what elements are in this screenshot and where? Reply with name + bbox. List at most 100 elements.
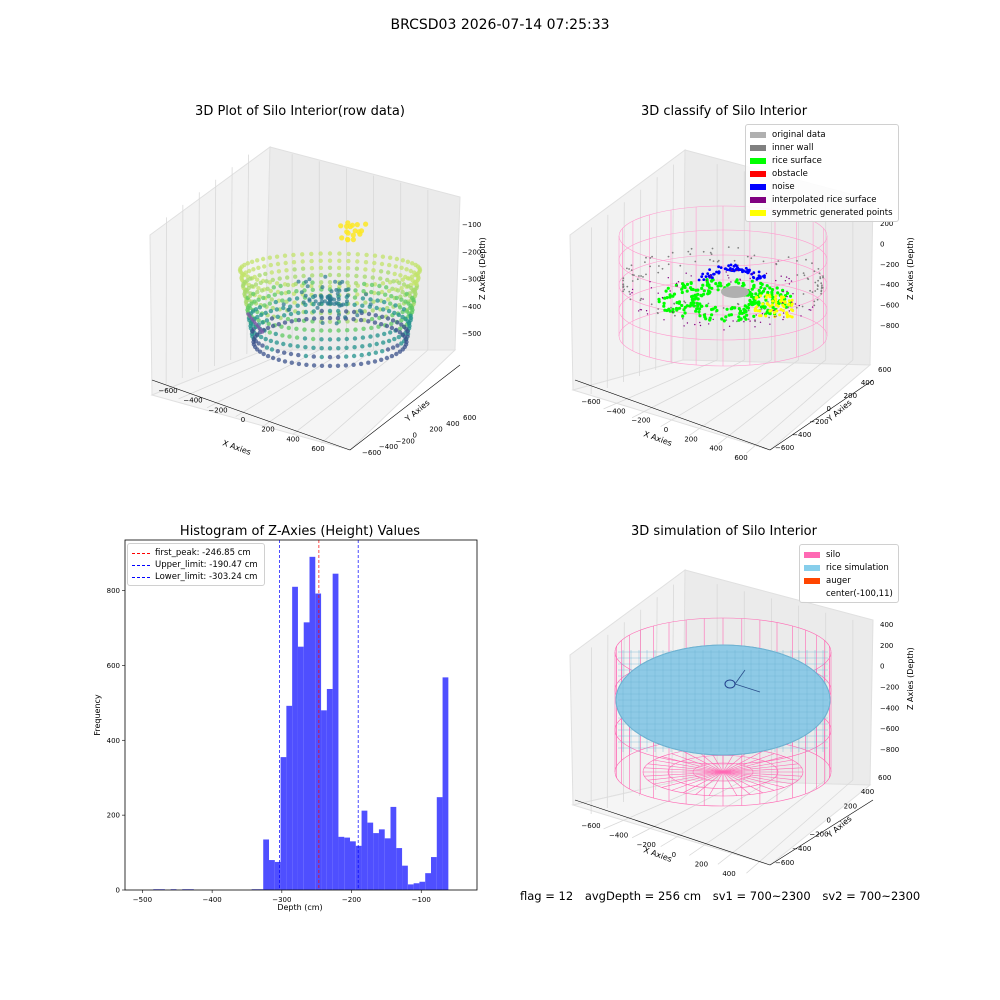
raw-point [326, 301, 330, 306]
raw-point [379, 357, 384, 362]
classify-legend-entry: interpolated rice surface [750, 193, 893, 206]
histogram-bar [309, 556, 316, 890]
raw-point [296, 279, 301, 284]
classify-point [683, 305, 687, 309]
status-sv2: sv2 = 700~2300 [822, 889, 921, 903]
classify-point [714, 282, 718, 286]
classify-legend: original data inner wall rice surface obsta… [745, 124, 899, 222]
raw-point [363, 260, 369, 265]
classify-point [770, 288, 775, 292]
raw-point [373, 350, 378, 355]
classify-point [783, 300, 787, 304]
classify-legend-entry: inner wall [750, 141, 893, 154]
legend-label: symmetric generated points [772, 207, 893, 218]
classify-point [759, 314, 763, 318]
classify-point [664, 289, 668, 293]
classify-point [676, 285, 678, 287]
classify-point [622, 279, 624, 282]
raw-point [339, 235, 345, 241]
classify-legend-entry: rice surface [750, 154, 893, 167]
raw-point [327, 272, 333, 278]
histogram-bar [367, 822, 374, 890]
raw-x-tick: −600 [158, 387, 177, 395]
classify-point [752, 314, 756, 318]
raw-point [371, 268, 376, 273]
raw-point [377, 283, 382, 289]
raw-point [285, 282, 291, 288]
raw-point [274, 281, 280, 286]
classify-point [820, 282, 823, 285]
classify-point [731, 269, 733, 272]
raw-point [362, 317, 367, 323]
histogram-bar [274, 861, 281, 890]
simulation-x-tick-labels: −600 −400 −200 0 200 400 [581, 822, 735, 878]
classify-point [737, 307, 741, 311]
classify-point [755, 314, 757, 316]
raw-point [259, 334, 264, 340]
classify-point [695, 307, 699, 311]
classify-point [713, 305, 717, 309]
raw-point [309, 258, 314, 264]
raw-y-tick-labels: 600 400 200 0−200−400−600 [362, 414, 476, 457]
classify-point [727, 313, 731, 317]
grid-line [623, 202, 625, 383]
classify-point [754, 292, 758, 296]
raw-point [264, 279, 269, 284]
classify-point [819, 277, 822, 280]
raw-point [384, 323, 390, 329]
raw-point [323, 274, 328, 279]
classify-point [747, 309, 750, 312]
histogram-bar [338, 836, 345, 890]
cls-x-tick: 200 [684, 435, 697, 443]
raw-point [363, 300, 368, 305]
raw-point [403, 274, 408, 280]
classify-point [698, 302, 702, 306]
classify-point [727, 246, 730, 248]
classify-point [657, 300, 661, 304]
raw-point [304, 362, 309, 367]
raw-point [275, 289, 281, 295]
raw-point [361, 289, 366, 294]
raw-point [384, 355, 390, 361]
raw-point [409, 305, 415, 310]
classify-point [782, 318, 784, 321]
classify-point [662, 304, 666, 308]
classify-point [813, 270, 816, 273]
raw-point [311, 309, 316, 314]
classify-point [704, 275, 708, 278]
raw-point [380, 254, 386, 259]
histogram-bar [413, 883, 420, 890]
raw-y-tick: 600 [463, 414, 476, 422]
classify-point [712, 260, 715, 262]
classify-point [794, 303, 796, 305]
sim-x-tick: 400 [722, 870, 735, 878]
raw-point [357, 231, 363, 237]
classify-point [684, 301, 687, 304]
raw-point [327, 328, 333, 333]
raw-point [257, 305, 263, 310]
raw-point [388, 280, 393, 285]
raw-point [405, 259, 411, 264]
raw-point [282, 359, 288, 364]
raw-point [396, 334, 401, 340]
raw-point [366, 311, 372, 317]
raw-point [364, 252, 369, 258]
classify-point [728, 277, 730, 279]
classify-point [788, 310, 790, 312]
raw-point [372, 320, 378, 325]
raw-point [364, 292, 368, 297]
raw-point [281, 305, 286, 311]
histogram-bar [332, 573, 339, 890]
raw-point [301, 273, 306, 279]
classify-point [785, 276, 788, 278]
simulation-wire-spoke [722, 771, 775, 791]
classify-point [630, 269, 633, 272]
raw-point [351, 362, 356, 367]
classify-point [708, 316, 712, 320]
sim-z-tick: −800 [880, 746, 899, 754]
raw-z-axis-label: Z Axies (Depth) [478, 237, 487, 300]
raw-point [311, 316, 317, 321]
classify-point [645, 256, 647, 259]
raw-point [310, 280, 315, 285]
classify-point [626, 267, 628, 270]
